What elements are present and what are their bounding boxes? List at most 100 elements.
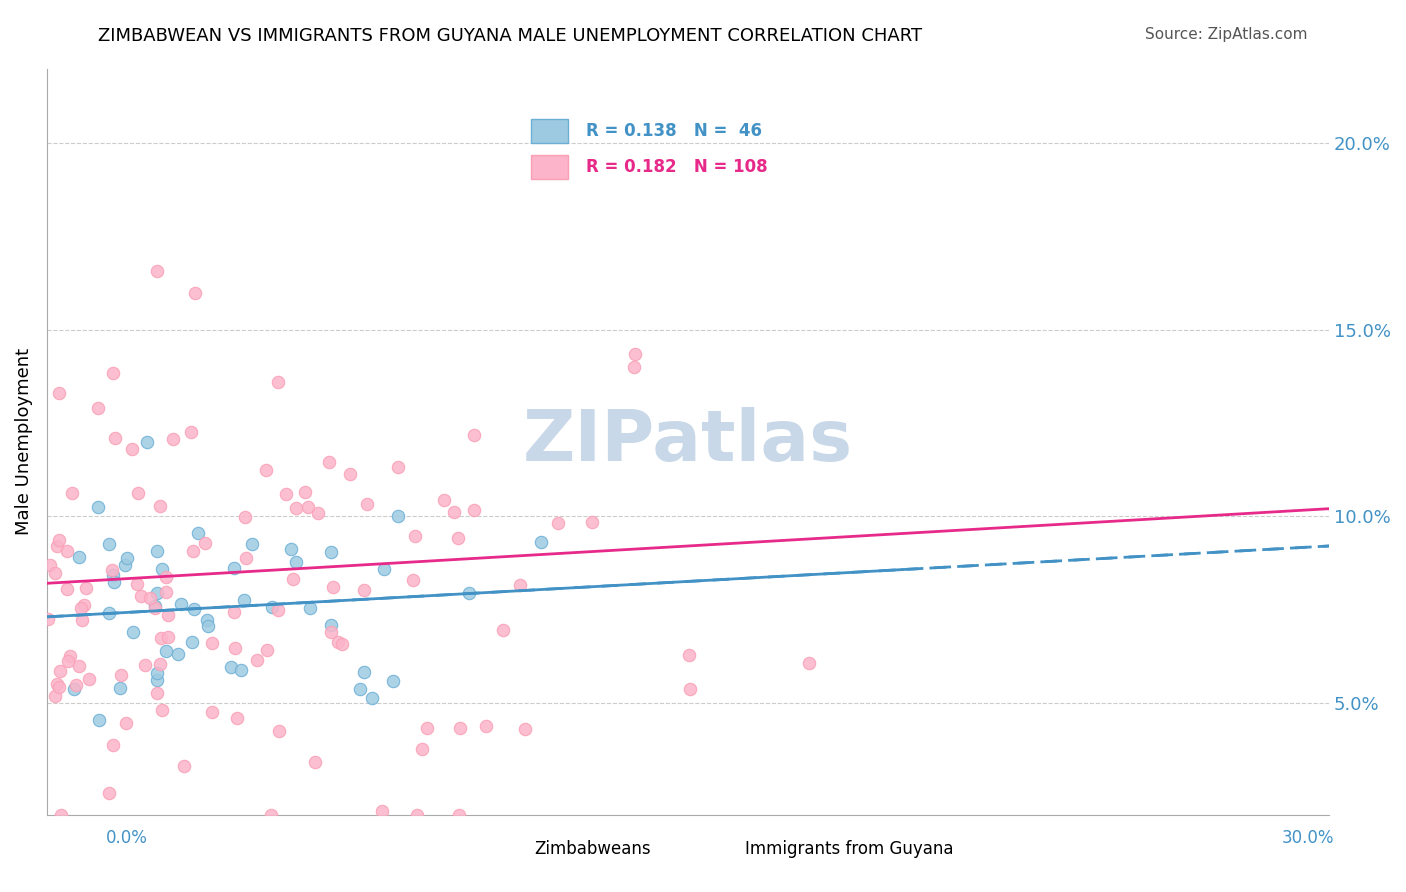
Point	[67, 658, 90, 673]
Point	[276, 487, 298, 501]
Point	[547, 516, 569, 530]
Point	[181, 635, 204, 649]
Point	[339, 467, 361, 482]
Point	[387, 508, 409, 523]
Point	[97, 786, 120, 800]
Point	[326, 635, 349, 649]
Point	[115, 716, 138, 731]
Point	[298, 601, 321, 615]
Point	[87, 401, 110, 415]
Point	[319, 618, 342, 632]
Point	[45, 539, 67, 553]
Point	[201, 706, 224, 720]
Point	[155, 569, 177, 583]
Point	[201, 636, 224, 650]
Point	[187, 526, 209, 541]
FancyBboxPatch shape	[531, 155, 568, 179]
Point	[143, 600, 166, 615]
Point	[679, 681, 702, 696]
Point	[45, 677, 67, 691]
Point	[797, 656, 820, 670]
Point	[443, 505, 465, 519]
Point	[184, 285, 207, 300]
Point	[284, 501, 307, 516]
Point	[155, 644, 177, 658]
Point	[256, 643, 278, 657]
Point	[162, 432, 184, 446]
Point	[101, 563, 124, 577]
Point	[433, 493, 456, 508]
Text: Zimbabweans: Zimbabweans	[534, 840, 651, 858]
Point	[405, 807, 427, 822]
Point	[449, 807, 471, 822]
Point	[44, 566, 66, 580]
Point	[224, 561, 246, 575]
Point	[87, 500, 110, 515]
Text: R = 0.182   N = 108: R = 0.182 N = 108	[586, 158, 768, 177]
Point	[136, 434, 159, 449]
Point	[318, 455, 340, 469]
Point	[267, 724, 290, 739]
Point	[254, 463, 277, 477]
Point	[285, 555, 308, 569]
Point	[353, 582, 375, 597]
Point	[245, 653, 267, 667]
Point	[509, 577, 531, 591]
Point	[260, 807, 283, 822]
Point	[381, 673, 404, 688]
Point	[37, 612, 59, 626]
Point	[108, 681, 131, 695]
Point	[56, 544, 79, 558]
Point	[513, 723, 536, 737]
Point	[235, 510, 257, 524]
Point	[224, 641, 246, 656]
Point	[180, 425, 202, 440]
Point	[330, 637, 353, 651]
Point	[267, 603, 290, 617]
Point	[492, 623, 515, 637]
Point	[146, 685, 169, 699]
Point	[143, 599, 166, 614]
Point	[157, 630, 180, 644]
Point	[146, 666, 169, 681]
Point	[38, 558, 60, 572]
Point	[70, 601, 93, 615]
Point	[458, 586, 481, 600]
Point	[183, 602, 205, 616]
Text: 0.0%: 0.0%	[105, 829, 148, 847]
Point	[463, 503, 485, 517]
Point	[101, 739, 124, 753]
Point	[56, 582, 79, 596]
Point	[104, 431, 127, 445]
Point	[322, 580, 344, 594]
Point	[44, 689, 66, 703]
Point	[294, 485, 316, 500]
Point	[48, 533, 70, 548]
Point	[145, 673, 167, 687]
Point	[356, 497, 378, 511]
Point	[139, 591, 162, 605]
Point	[280, 541, 302, 556]
Point	[48, 386, 70, 401]
Point	[103, 568, 125, 582]
Point	[173, 759, 195, 773]
Text: ZIMBABWEAN VS IMMIGRANTS FROM GUYANA MALE UNEMPLOYMENT CORRELATION CHART: ZIMBABWEAN VS IMMIGRANTS FROM GUYANA MAL…	[98, 27, 922, 45]
Point	[150, 631, 173, 645]
Point	[222, 605, 245, 619]
Point	[146, 544, 169, 558]
Point	[371, 804, 394, 818]
Point	[624, 346, 647, 360]
Text: Immigrants from Guyana: Immigrants from Guyana	[745, 840, 953, 858]
Point	[581, 516, 603, 530]
Point	[319, 545, 342, 559]
Point	[60, 486, 83, 500]
Point	[152, 703, 174, 717]
Point	[121, 442, 143, 457]
Point	[110, 667, 132, 681]
Point	[150, 562, 173, 576]
Point	[307, 506, 329, 520]
Point	[73, 598, 96, 612]
Point	[101, 366, 124, 380]
Point	[48, 680, 70, 694]
Point	[131, 589, 153, 603]
